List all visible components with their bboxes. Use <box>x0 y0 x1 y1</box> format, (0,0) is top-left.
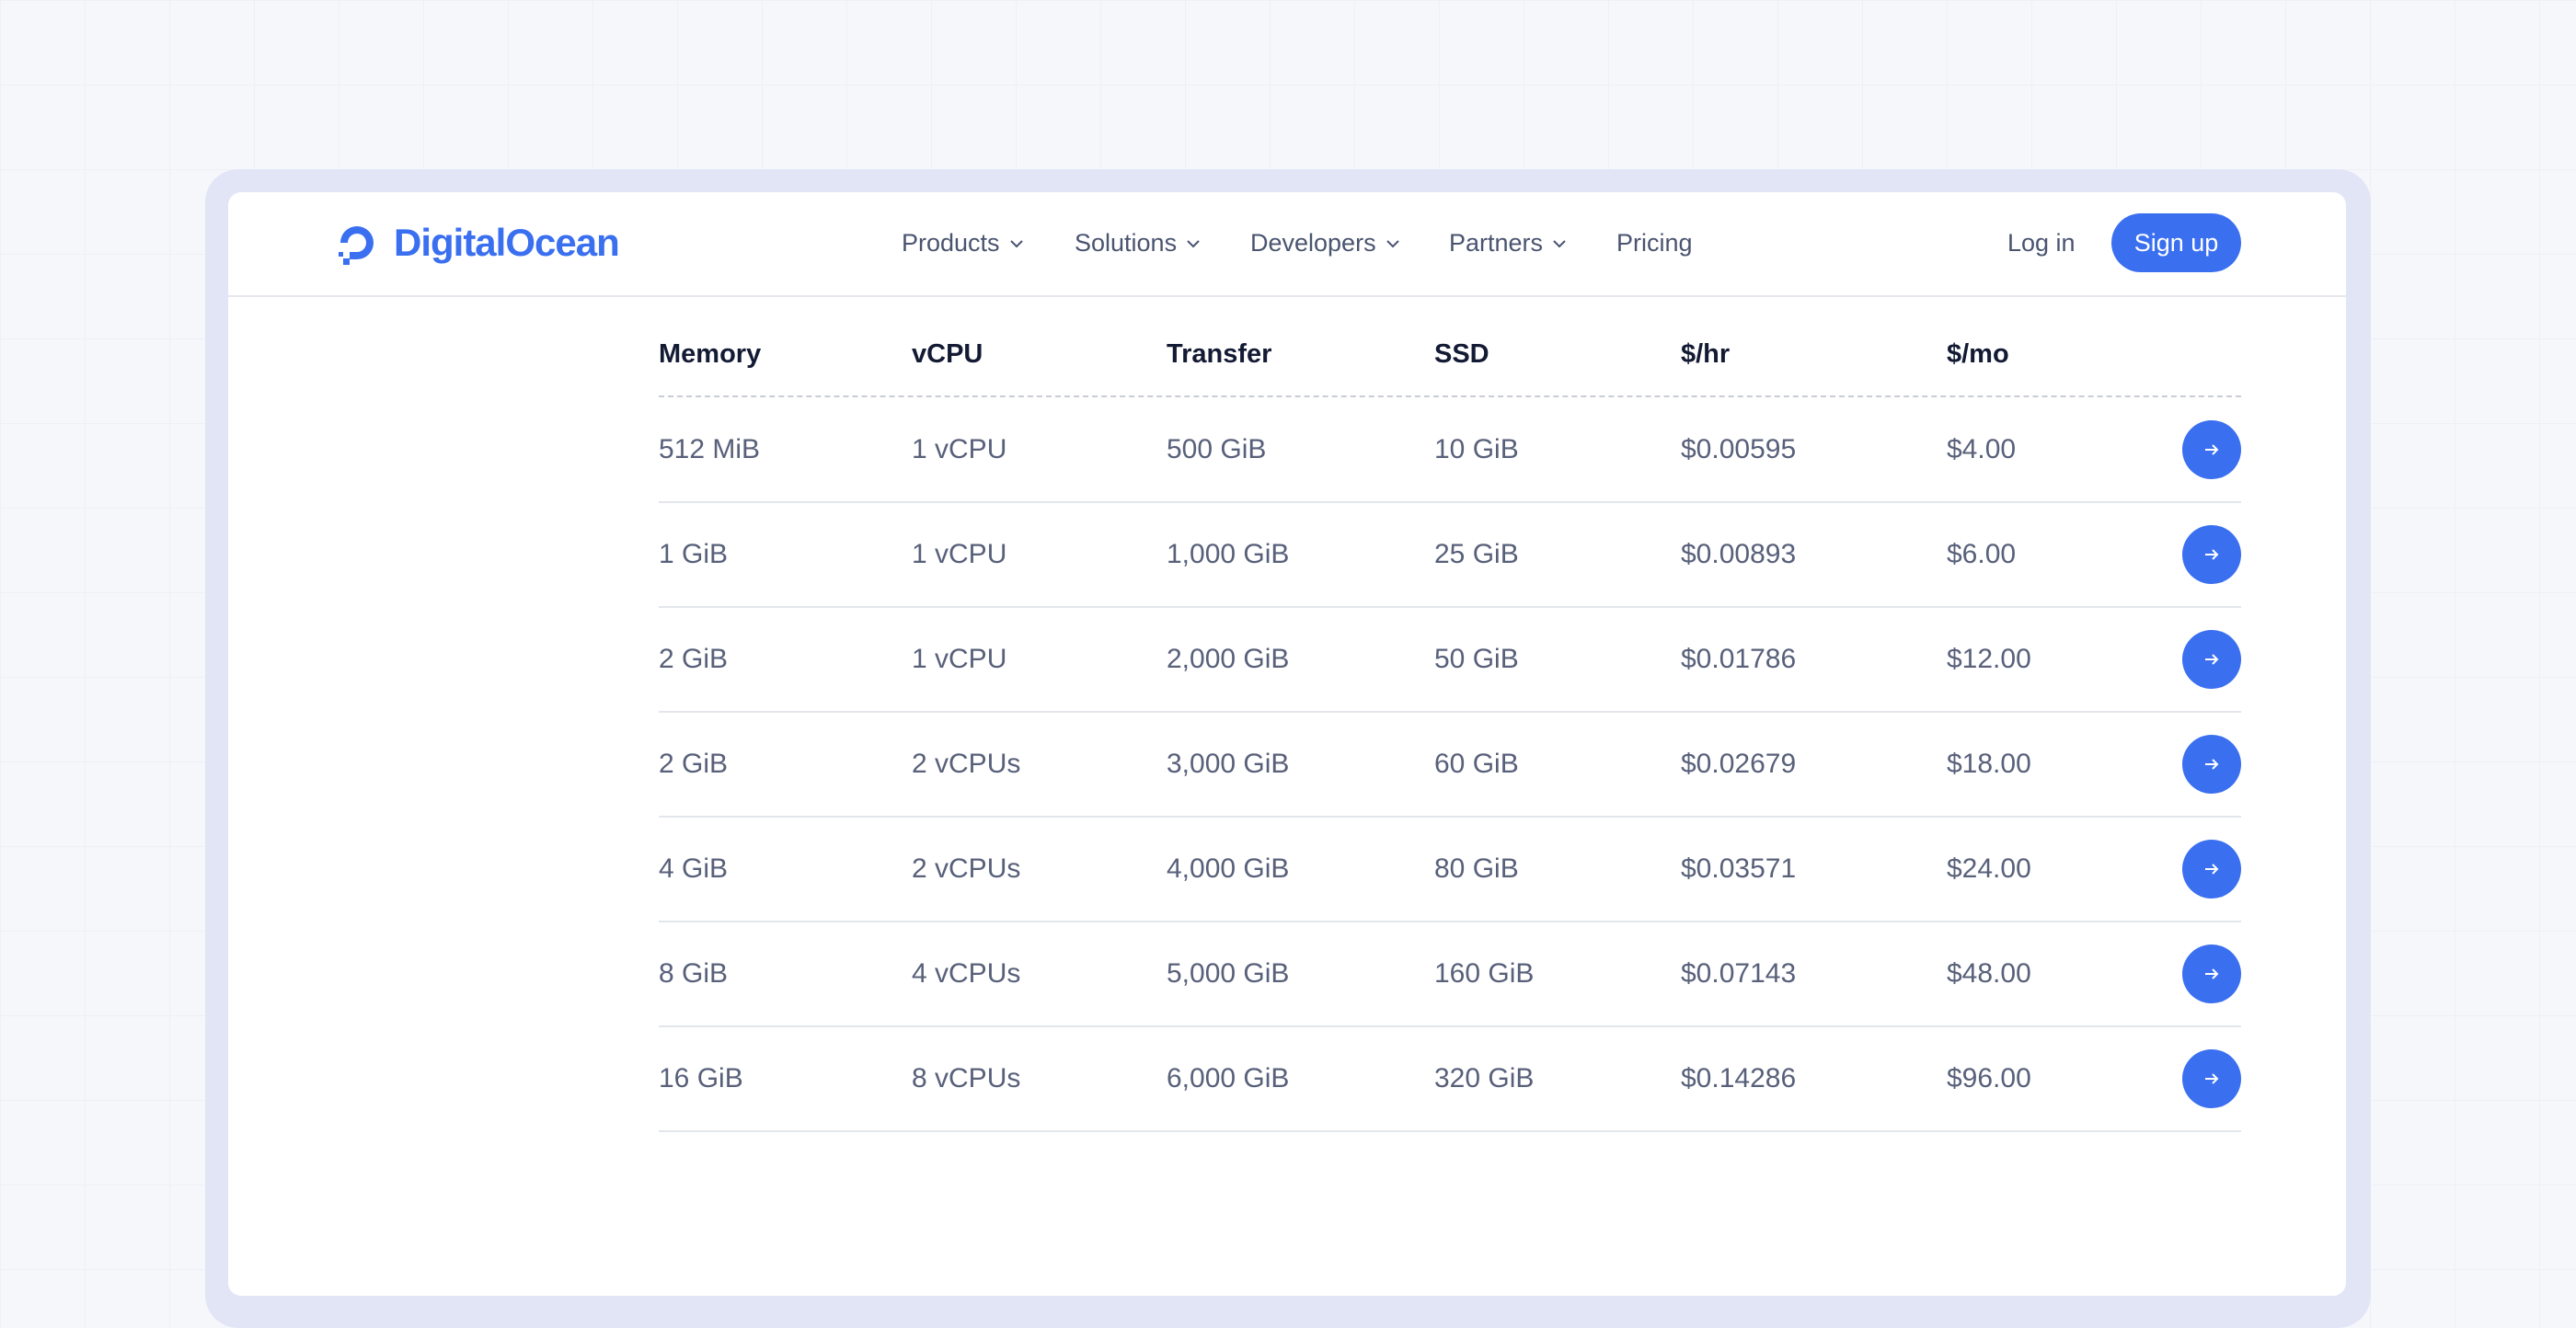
arrow-icon <box>2205 759 2219 770</box>
arrow-icon <box>2205 968 2219 979</box>
table-cell: 4,000 GiB <box>1167 853 1290 884</box>
table-cell: 25 GiB <box>1434 539 1519 569</box>
row-divider <box>659 921 2241 922</box>
column-header: Memory <box>659 339 762 369</box>
table-cell: 60 GiB <box>1434 749 1519 779</box>
table-cell: 1 GiB <box>659 539 729 569</box>
chevron <box>1009 239 1023 247</box>
table-cell: 1 vCPU <box>912 434 1007 464</box>
login-link[interactable]: Log in <box>2007 229 2076 257</box>
arrow-icon <box>2205 654 2219 665</box>
row-action-button[interactable] <box>2182 944 2241 1003</box>
arrow-icon <box>2205 444 2219 455</box>
table-cell: 1 vCPU <box>912 644 1007 674</box>
signup-button[interactable]: Sign up <box>2111 213 2241 272</box>
table-cell: 8 GiB <box>659 958 729 989</box>
chevron <box>1553 239 1566 247</box>
column-header: Transfer <box>1167 339 1272 369</box>
arrow-icon <box>2205 1073 2219 1084</box>
table-cell: 2 vCPUs <box>912 853 1021 884</box>
table-cell: 160 GiB <box>1434 958 1535 989</box>
table-cell: 500 GiB <box>1167 434 1267 464</box>
row-divider <box>659 816 2241 818</box>
column-header: $/mo <box>1947 339 2009 369</box>
table-cell: $0.03571 <box>1681 853 1797 884</box>
row-divider <box>659 606 2241 608</box>
table-cell: 10 GiB <box>1434 434 1519 464</box>
table-cell: 5,000 GiB <box>1167 958 1290 989</box>
table-cell: 3,000 GiB <box>1167 749 1290 779</box>
table-cell: 8 vCPUs <box>912 1063 1021 1093</box>
logo-icon <box>339 226 374 265</box>
column-header: $/hr <box>1681 339 1731 369</box>
table-cell: $0.14286 <box>1681 1063 1797 1093</box>
nav-menu[interactable]: Products <box>902 229 1024 258</box>
table-cell: $96.00 <box>1947 1063 2031 1093</box>
row-action-button[interactable] <box>2182 525 2241 584</box>
nav-menu[interactable]: Solutions <box>1075 229 1201 258</box>
chevron <box>1386 239 1399 247</box>
row-divider <box>659 1130 2241 1132</box>
table-cell: $6.00 <box>1947 539 2017 569</box>
row-action-button[interactable] <box>2182 420 2241 479</box>
table-cell: $18.00 <box>1947 749 2031 779</box>
table-cell: $0.01786 <box>1681 644 1797 674</box>
table-cell: $12.00 <box>1947 644 2031 674</box>
row-action-button[interactable] <box>2182 1049 2241 1108</box>
table-cell: 2 vCPUs <box>912 749 1021 779</box>
table-cell: $0.07143 <box>1681 958 1797 989</box>
table-cell: $48.00 <box>1947 958 2031 989</box>
logo[interactable]: DigitalOcean <box>333 219 620 267</box>
menu-label: Partners <box>1449 229 1544 257</box>
row-divider <box>659 1025 2241 1027</box>
table-cell: 1,000 GiB <box>1167 539 1290 569</box>
table-cell: 2 GiB <box>659 749 729 779</box>
menu-label: Solutions <box>1075 229 1178 257</box>
table-cell: 4 GiB <box>659 853 729 884</box>
table-cell: 1 vCPU <box>912 539 1007 569</box>
arrow-icon <box>2205 864 2219 875</box>
table-cell: $0.00893 <box>1681 539 1797 569</box>
menu-label: Developers <box>1250 229 1376 257</box>
chevron <box>1187 239 1200 247</box>
row-divider <box>659 711 2241 713</box>
logo-text: DigitalOcean <box>394 221 620 264</box>
table-cell: $0.02679 <box>1681 749 1797 779</box>
nav-menu[interactable]: Partners <box>1449 229 1567 258</box>
table-cell: 320 GiB <box>1434 1063 1535 1093</box>
table-cell: $24.00 <box>1947 853 2031 884</box>
row-action-button[interactable] <box>2182 735 2241 794</box>
table-cell: $4.00 <box>1947 434 2017 464</box>
row-divider <box>659 501 2241 503</box>
arrow-icon <box>2205 549 2219 560</box>
menu-label: Products <box>902 229 1000 257</box>
table-cell: 512 MiB <box>659 434 761 464</box>
column-header: vCPU <box>912 339 983 369</box>
table-cell: 50 GiB <box>1434 644 1519 674</box>
navbar: DigitalOcean Products Solutions Developers… <box>228 192 2346 297</box>
row-action-button[interactable] <box>2182 630 2241 689</box>
card: DigitalOcean Products Solutions Developers… <box>228 192 2346 1296</box>
row-action-button[interactable] <box>2182 840 2241 899</box>
table-cell: 4 vCPUs <box>912 958 1021 989</box>
column-header: SSD <box>1434 339 1489 369</box>
header-divider <box>659 395 2241 397</box>
table-cell: 80 GiB <box>1434 853 1519 884</box>
table-cell: 16 GiB <box>659 1063 743 1093</box>
nav-menu[interactable]: Developers <box>1250 229 1400 258</box>
table-cell: $0.00595 <box>1681 434 1797 464</box>
table-cell: 2,000 GiB <box>1167 644 1290 674</box>
table-cell: 6,000 GiB <box>1167 1063 1290 1093</box>
nav-link[interactable]: Pricing <box>1616 229 1693 257</box>
table-cell: 2 GiB <box>659 644 729 674</box>
